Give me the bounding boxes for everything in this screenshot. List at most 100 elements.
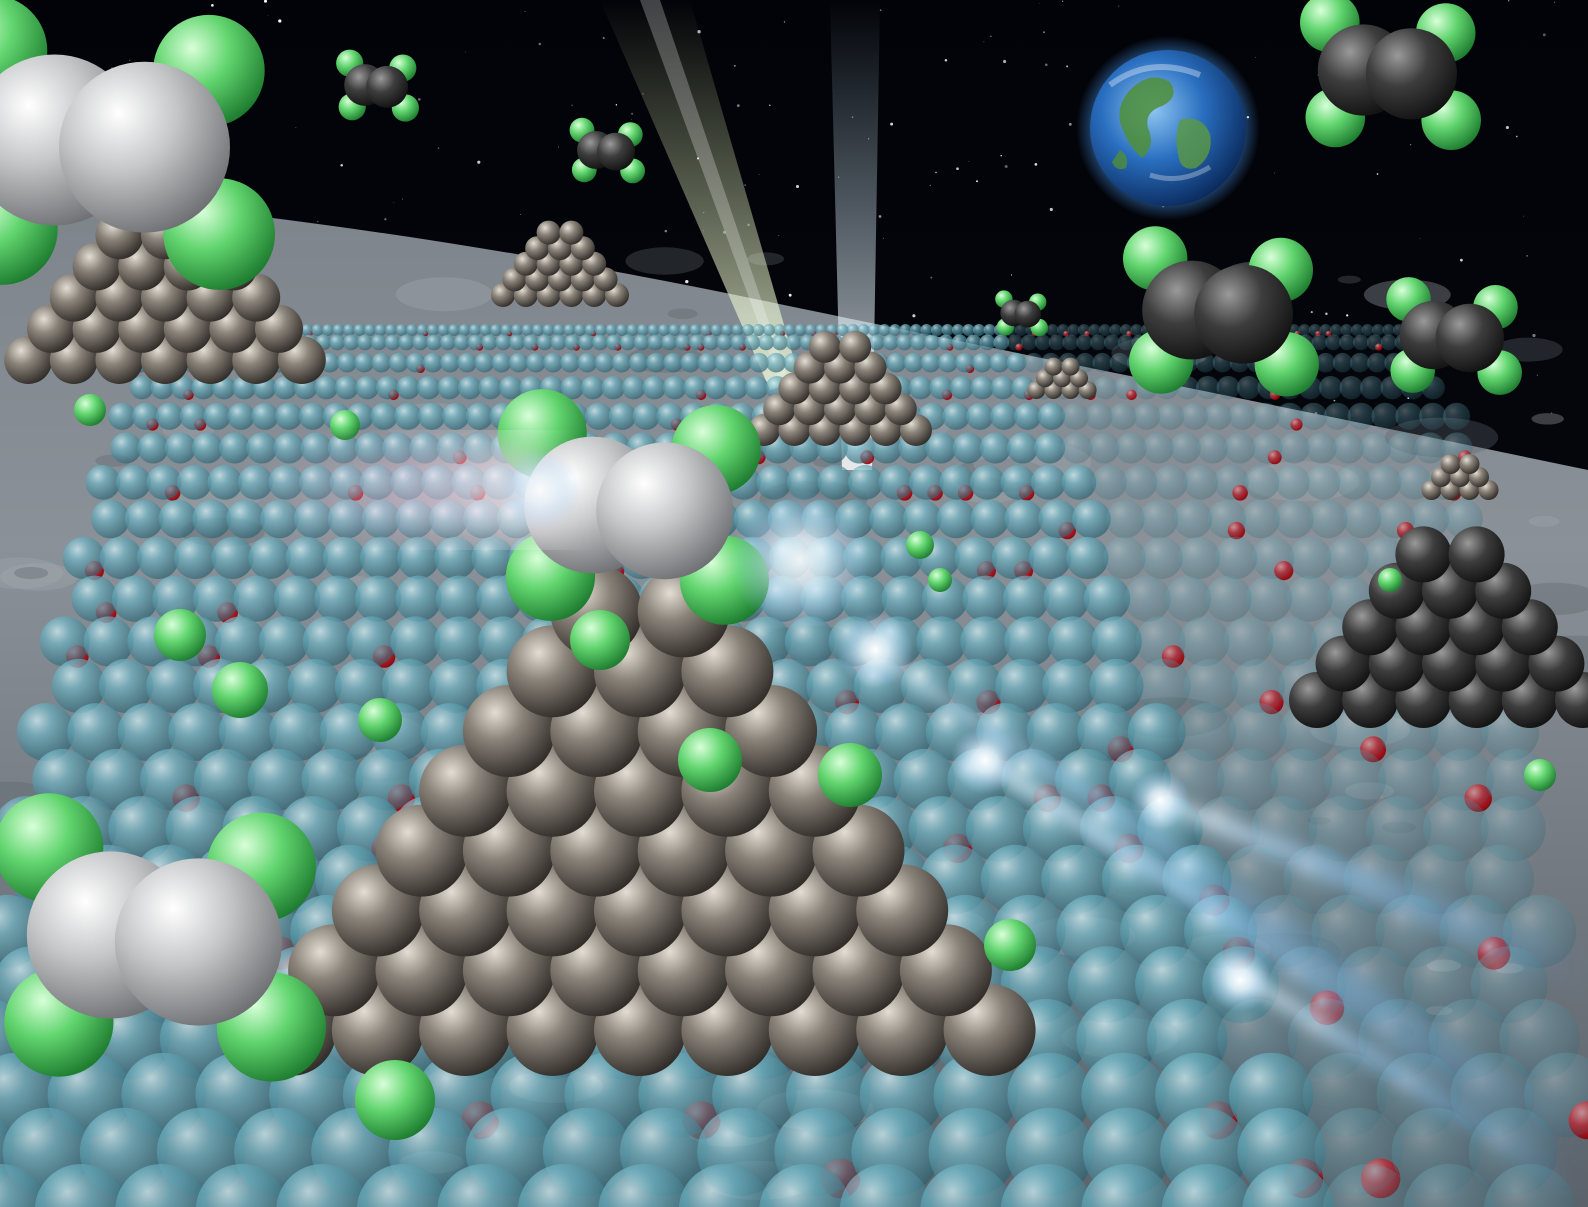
support-atom xyxy=(1178,703,1237,761)
support-atom xyxy=(1228,703,1287,761)
support-atom xyxy=(742,324,754,336)
support-atom xyxy=(724,376,748,400)
star xyxy=(1049,207,1053,212)
support-atom xyxy=(710,324,723,336)
star xyxy=(1254,56,1256,58)
star xyxy=(477,160,481,164)
support-atom xyxy=(406,324,418,336)
support-atom xyxy=(1153,464,1188,500)
star xyxy=(944,58,948,62)
support-atom xyxy=(394,402,422,430)
support-atom xyxy=(1289,536,1332,580)
support-atom xyxy=(275,402,303,430)
carbon-atom xyxy=(1194,264,1293,364)
support-atom xyxy=(616,324,628,336)
support-atom xyxy=(899,324,912,336)
support-atom xyxy=(577,352,598,373)
support-atom xyxy=(979,432,1011,464)
support-atom xyxy=(395,324,408,336)
support-atom xyxy=(1055,748,1117,811)
support-atom xyxy=(952,324,964,336)
support-atom xyxy=(909,376,933,400)
support-atom xyxy=(1275,464,1310,500)
support-atom xyxy=(1104,334,1120,351)
support-atom xyxy=(993,334,1010,351)
support-atom xyxy=(1305,432,1337,464)
support-atom xyxy=(376,376,400,400)
support-atom xyxy=(1251,536,1295,580)
support-atom xyxy=(62,536,105,580)
support-atom xyxy=(395,575,442,622)
support-atom xyxy=(759,1164,852,1207)
support-atom xyxy=(745,376,769,400)
support-atom xyxy=(1242,1164,1335,1207)
support-atom xyxy=(435,575,483,622)
carbon-atom xyxy=(1435,303,1505,373)
support-atom xyxy=(675,334,691,351)
support-atom xyxy=(248,536,291,580)
support-atom xyxy=(536,334,553,351)
support-atom xyxy=(382,658,436,713)
support-atom xyxy=(337,352,357,373)
support-atom xyxy=(115,1164,208,1207)
star xyxy=(883,237,885,239)
support-atom xyxy=(1286,575,1333,622)
star xyxy=(1003,59,1007,64)
support-atom xyxy=(137,432,169,464)
support-atom xyxy=(1114,376,1138,400)
support-atom xyxy=(532,324,544,336)
support-atom xyxy=(1089,658,1144,713)
support-atom xyxy=(364,324,376,336)
support-atom xyxy=(910,324,922,336)
support-atom xyxy=(1322,1164,1415,1207)
support-atom xyxy=(1378,748,1440,811)
support-atom xyxy=(371,352,392,373)
ethylene-molecules xyxy=(0,0,1522,1082)
support-atom xyxy=(1326,536,1369,580)
star xyxy=(524,11,526,12)
support-atom xyxy=(1205,575,1252,622)
star xyxy=(278,19,282,23)
star xyxy=(1000,154,1002,157)
cluster-atom xyxy=(1044,357,1063,376)
support-atom xyxy=(168,703,227,761)
support-atom xyxy=(1047,616,1098,667)
star xyxy=(744,184,746,186)
support-atom xyxy=(115,464,151,500)
support-atom xyxy=(1091,616,1142,667)
support-atom xyxy=(1157,402,1185,430)
support-atom xyxy=(1109,324,1122,336)
support-atom xyxy=(592,334,608,351)
support-atom xyxy=(563,324,576,336)
support-atom xyxy=(1072,499,1111,539)
support-atom xyxy=(164,432,196,464)
support-atom xyxy=(784,324,796,336)
support-atom xyxy=(490,324,502,336)
support-atom xyxy=(836,324,849,336)
support-atom xyxy=(1278,432,1310,464)
support-atom xyxy=(130,376,154,400)
support-atom xyxy=(83,616,134,667)
support-atom xyxy=(1006,352,1027,373)
support-atom xyxy=(989,352,1010,373)
support-atom xyxy=(1014,402,1042,430)
surface-crater xyxy=(1528,515,1560,527)
support-atom xyxy=(329,334,346,351)
star xyxy=(267,15,269,17)
support-atom xyxy=(136,536,180,580)
hydrogen-adatom xyxy=(906,531,934,559)
star xyxy=(340,164,343,167)
support-atom xyxy=(1324,748,1386,811)
star xyxy=(1004,165,1008,168)
support-atom xyxy=(500,324,513,336)
support-atom xyxy=(1330,324,1342,336)
support-atom xyxy=(314,575,361,622)
support-atom xyxy=(479,324,492,336)
star xyxy=(393,202,395,204)
support-atom xyxy=(766,352,786,373)
support-atom xyxy=(1395,402,1423,430)
support-atom xyxy=(972,352,992,373)
support-atom xyxy=(1298,324,1311,336)
support-atom xyxy=(1161,1164,1254,1207)
hydrogen-adatom xyxy=(678,728,742,792)
